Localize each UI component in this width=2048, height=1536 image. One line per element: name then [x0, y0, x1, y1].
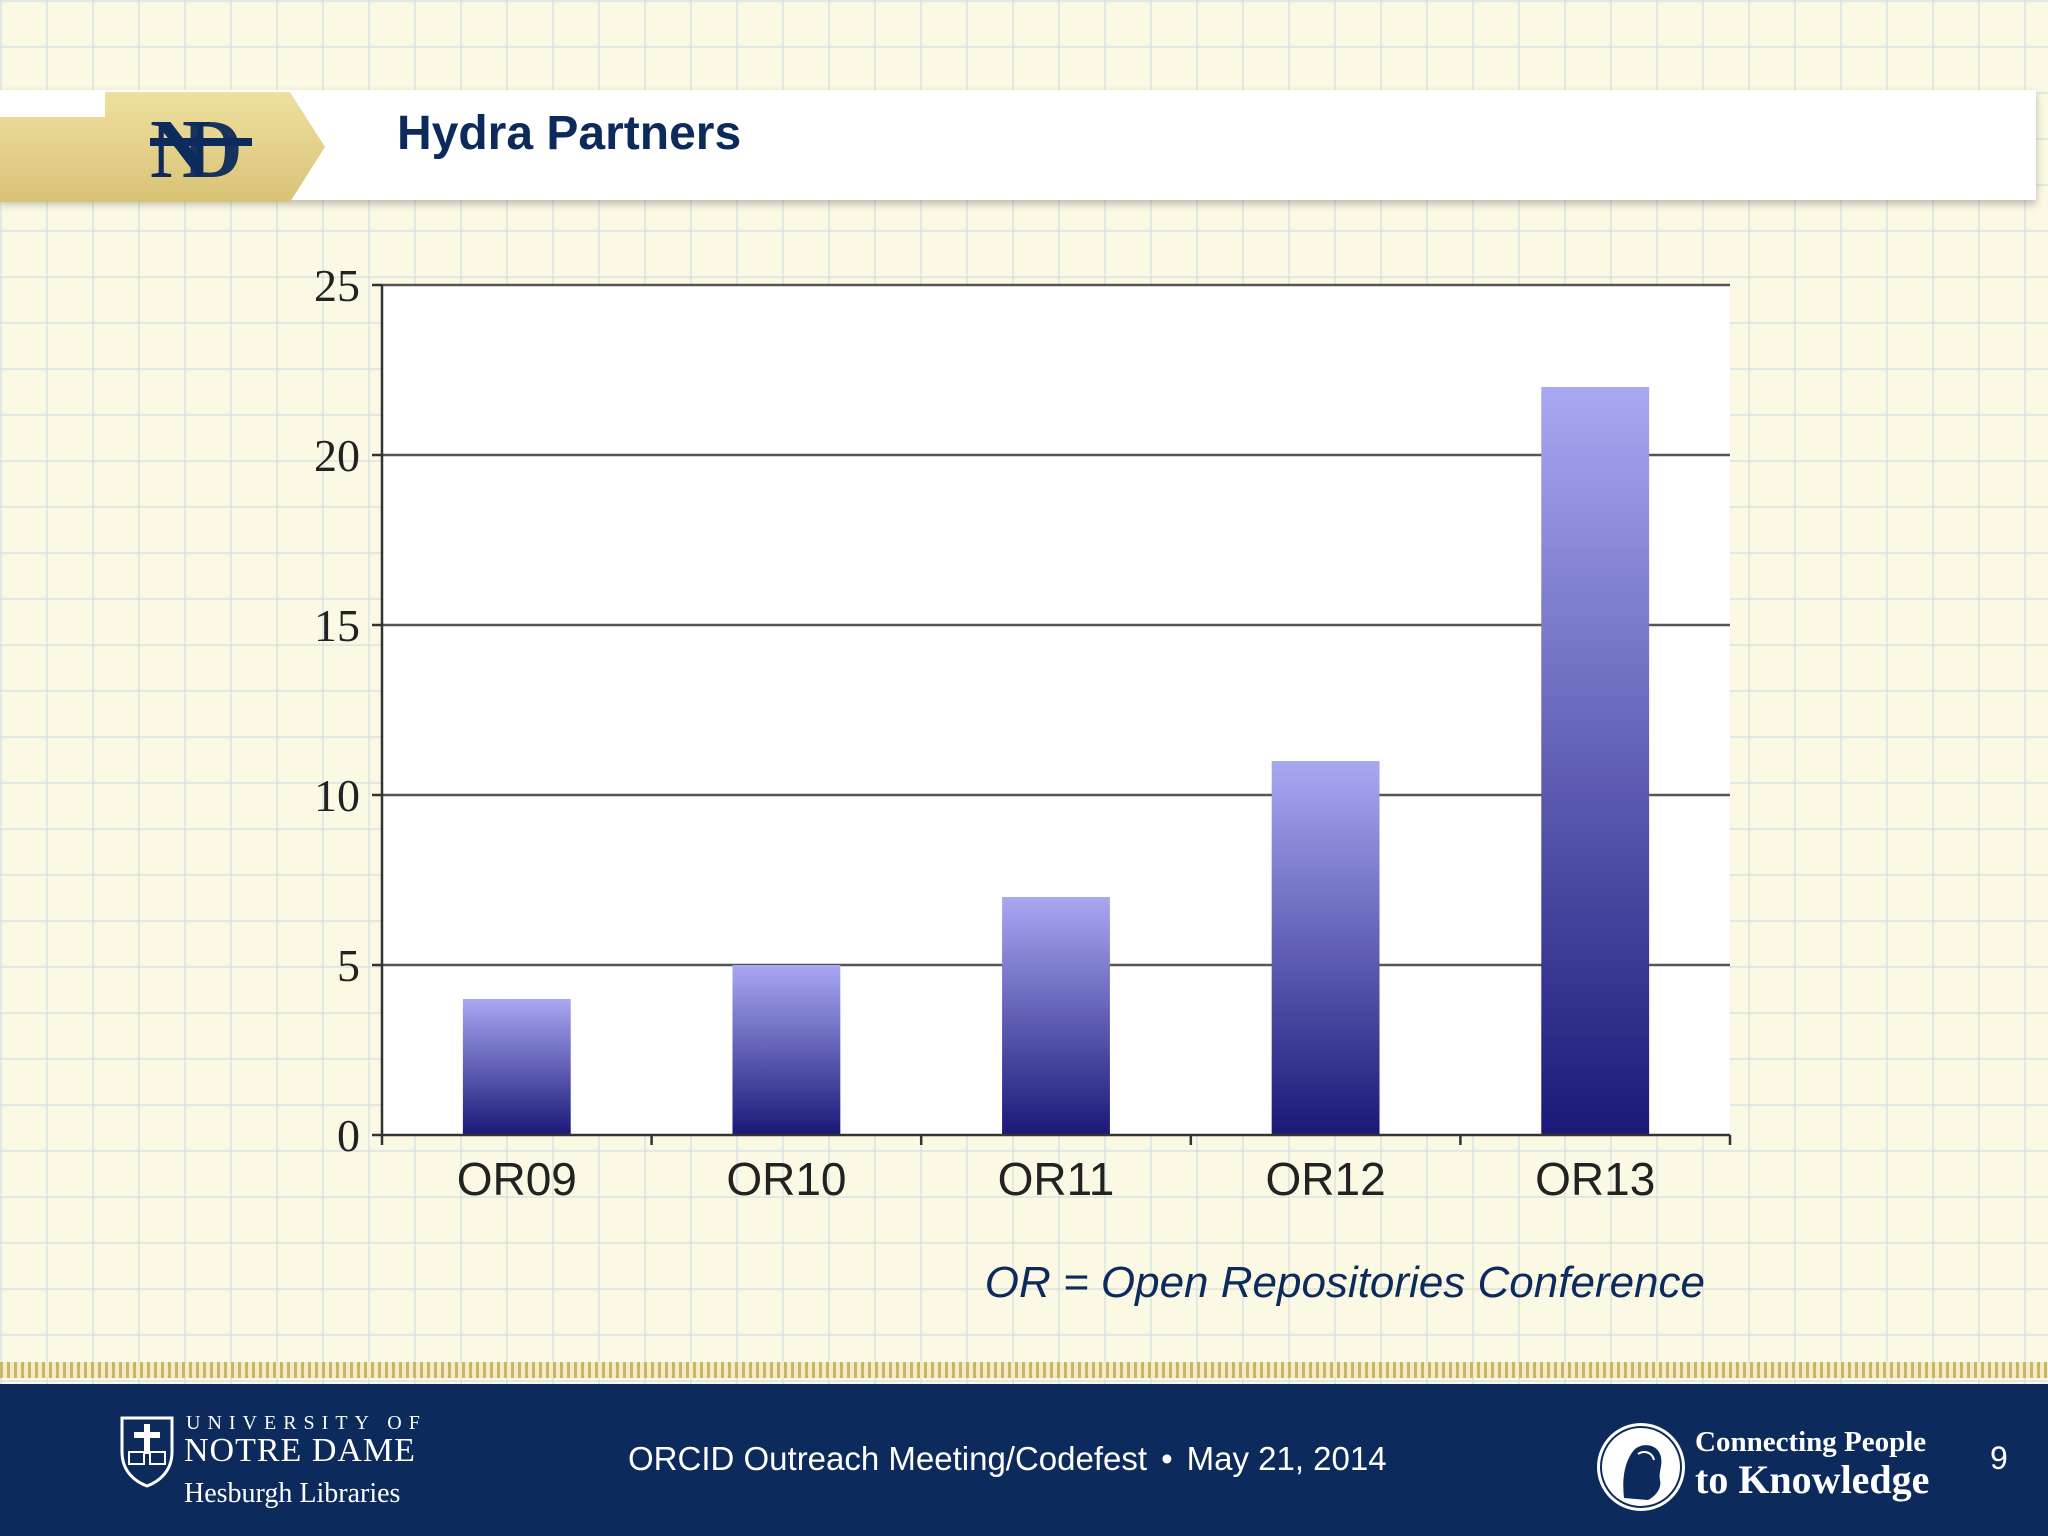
- university-name: NOTRE DAME: [184, 1432, 416, 1469]
- x-tick-label: OR11: [998, 1153, 1115, 1205]
- bar-or13: [1541, 387, 1650, 1135]
- hesburgh-portrait-icon: [1597, 1423, 1685, 1511]
- nd-seal-icon: [120, 1416, 174, 1488]
- event-date: May 21, 2014: [1186, 1440, 1387, 1477]
- bar-or10: [732, 965, 841, 1135]
- chart-caption: OR = Open Repositories Conference: [984, 1258, 1705, 1307]
- bar-chart: 0 5 10 15 20 25 OR09 OR10 OR11 OR12 OR13: [314, 260, 1732, 1205]
- nd-monogram-icon: N D: [150, 103, 252, 196]
- logo-tab: N D: [0, 92, 325, 202]
- x-tick-label: OR10: [726, 1153, 846, 1205]
- y-tick-label: 10: [314, 770, 360, 821]
- tagline-line-1: Connecting People: [1695, 1426, 1927, 1458]
- y-tick-label: 5: [337, 940, 360, 991]
- tagline-line-2: to Knowledge: [1695, 1457, 1930, 1502]
- x-tick-label: OR12: [1266, 1153, 1386, 1205]
- footer-event: ORCID Outreach Meeting/Codefest • May 21, …: [628, 1440, 1387, 1478]
- decorative-stripe: [0, 1362, 2048, 1378]
- y-tick-label: 25: [314, 260, 360, 311]
- footer: UNIVERSITY OF NOTRE DAME Hesburgh Librar…: [0, 1384, 2048, 1536]
- x-tick-label: OR13: [1535, 1153, 1655, 1205]
- library-name: Hesburgh Libraries: [184, 1478, 401, 1509]
- event-name: ORCID Outreach Meeting/Codefest: [628, 1440, 1148, 1477]
- university-line-1: UNIVERSITY OF: [186, 1412, 427, 1434]
- svg-text:D: D: [182, 103, 243, 196]
- y-tick-label: 15: [314, 600, 360, 651]
- title-bar: [0, 90, 2036, 200]
- footer-separator: •: [1161, 1440, 1173, 1477]
- slide-title: Hydra Partners: [397, 107, 742, 160]
- bar-or12: [1271, 761, 1380, 1135]
- bar-or09: [462, 999, 571, 1135]
- page-number: 9: [1990, 1440, 2008, 1476]
- y-tick-label: 0: [337, 1110, 360, 1161]
- bar-or11: [1002, 897, 1110, 1135]
- y-tick-label: 20: [314, 430, 360, 481]
- x-tick-label: OR09: [457, 1153, 577, 1205]
- svg-text:N: N: [150, 103, 211, 196]
